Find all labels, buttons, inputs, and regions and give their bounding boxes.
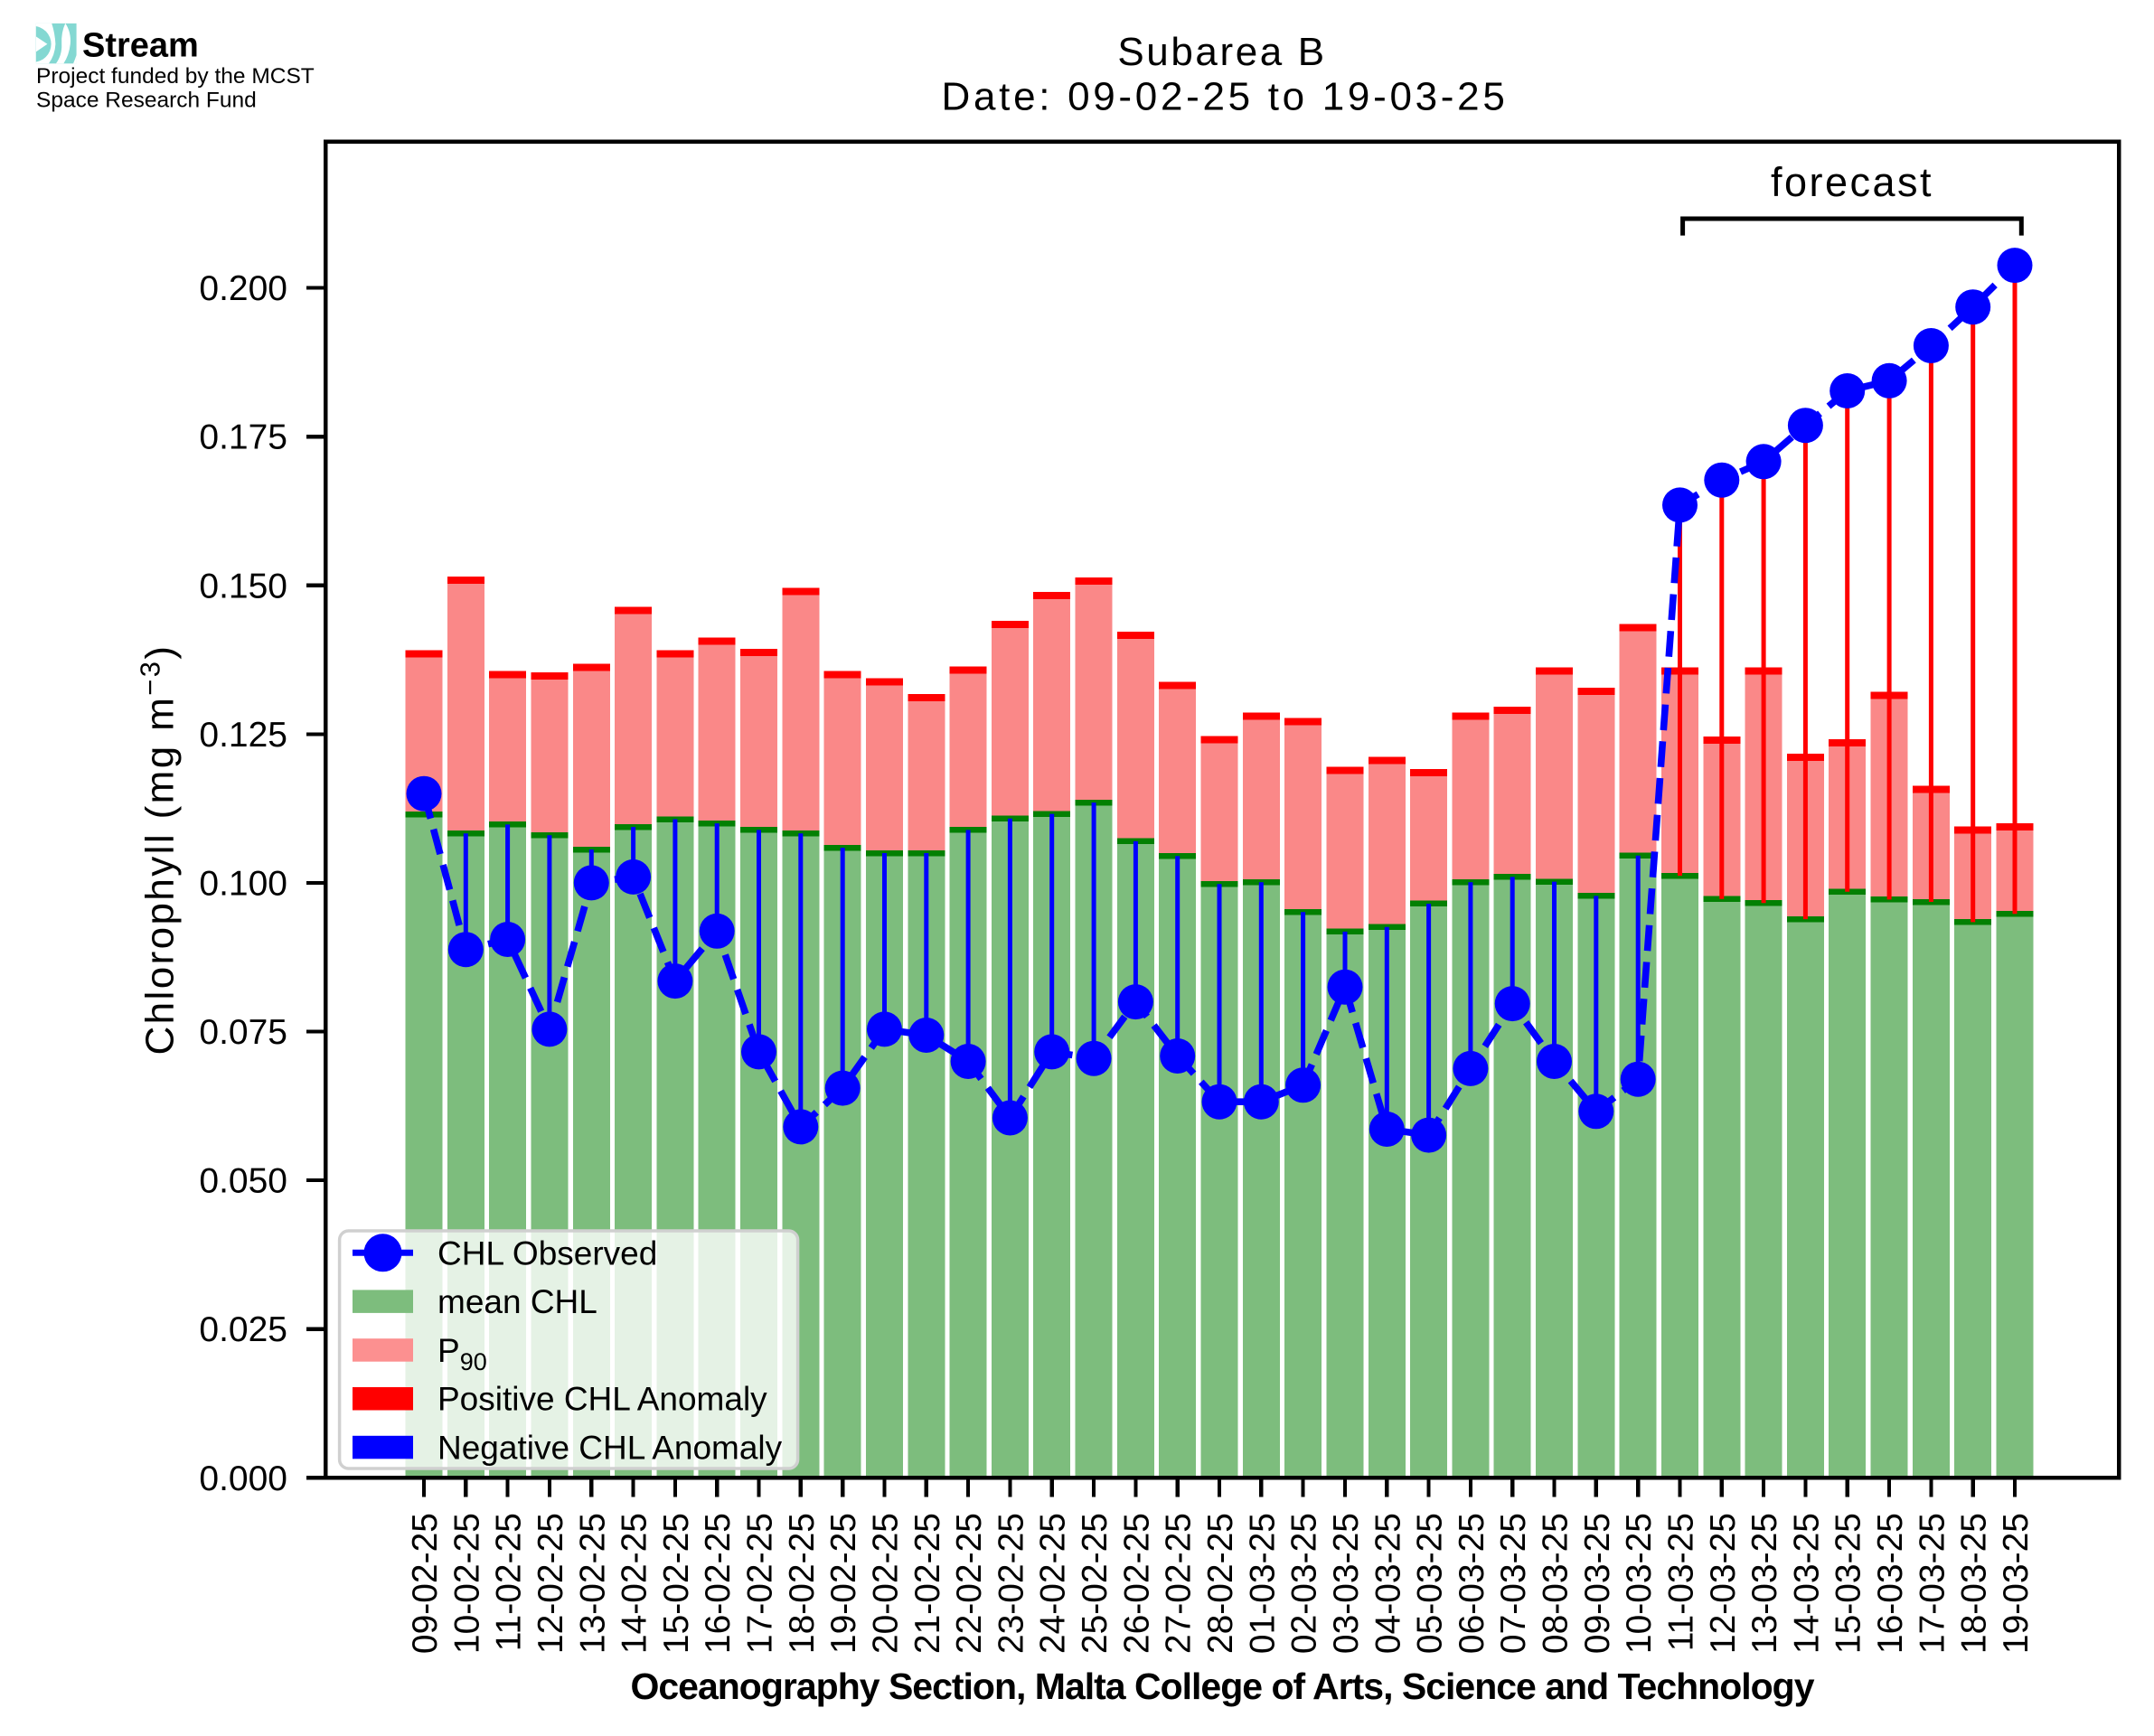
svg-text:03-03-25: 03-03-25 — [1327, 1513, 1366, 1654]
svg-text:19-03-25: 19-03-25 — [1997, 1513, 2036, 1654]
svg-text:02-03-25: 02-03-25 — [1285, 1513, 1324, 1654]
svg-text:09-02-25: 09-02-25 — [406, 1513, 445, 1654]
svg-text:01-03-25: 01-03-25 — [1243, 1513, 1282, 1654]
svg-text:24-02-25: 24-02-25 — [1034, 1513, 1073, 1654]
svg-text:0.025: 0.025 — [199, 1310, 287, 1349]
svg-text:0.075: 0.075 — [199, 1013, 287, 1052]
svg-text:18-02-25: 18-02-25 — [783, 1513, 822, 1654]
svg-text:Positive CHL Anomaly: Positive CHL Anomaly — [437, 1381, 767, 1418]
svg-text:14-02-25: 14-02-25 — [616, 1513, 654, 1654]
svg-text:21-02-25: 21-02-25 — [908, 1513, 947, 1654]
svg-text:16-03-25: 16-03-25 — [1871, 1513, 1910, 1654]
svg-text:10-02-25: 10-02-25 — [447, 1513, 486, 1654]
svg-text:22-02-25: 22-02-25 — [950, 1513, 989, 1654]
svg-text:10-03-25: 10-03-25 — [1620, 1513, 1659, 1654]
svg-text:0.125: 0.125 — [199, 716, 287, 755]
svg-text:04-03-25: 04-03-25 — [1369, 1513, 1407, 1654]
svg-text:0.150: 0.150 — [199, 567, 287, 605]
svg-text:12-03-25: 12-03-25 — [1704, 1513, 1743, 1654]
svg-text:06-03-25: 06-03-25 — [1453, 1513, 1491, 1654]
svg-text:Subarea B: Subarea B — [1117, 30, 1326, 74]
svg-text:05-03-25: 05-03-25 — [1411, 1513, 1450, 1654]
svg-text:0.200: 0.200 — [199, 269, 287, 308]
svg-text:Stream: Stream — [82, 27, 199, 65]
svg-text:12-02-25: 12-02-25 — [531, 1513, 570, 1654]
svg-text:16-02-25: 16-02-25 — [699, 1513, 738, 1654]
svg-text:15-03-25: 15-03-25 — [1829, 1513, 1868, 1654]
svg-text:19-02-25: 19-02-25 — [824, 1513, 863, 1654]
svg-text:Date: 09-02-25 to 19-03-25: Date: 09-02-25 to 19-03-25 — [942, 75, 1509, 119]
svg-text:0.050: 0.050 — [199, 1162, 287, 1201]
svg-text:mean CHL: mean CHL — [437, 1283, 597, 1320]
svg-text:Oceanography Section, Malta Co: Oceanography Section, Malta College of A… — [630, 1666, 1814, 1707]
svg-text:20-02-25: 20-02-25 — [867, 1513, 906, 1654]
svg-text:Project funded by the MCST: Project funded by the MCST — [36, 64, 315, 89]
svg-text:23-02-25: 23-02-25 — [992, 1513, 1030, 1654]
svg-text:11-03-25: 11-03-25 — [1662, 1513, 1701, 1651]
svg-text:Space Research Fund: Space Research Fund — [36, 89, 257, 113]
svg-text:13-03-25: 13-03-25 — [1745, 1513, 1784, 1654]
svg-text:07-03-25: 07-03-25 — [1494, 1513, 1533, 1654]
svg-text:0.000: 0.000 — [199, 1459, 287, 1498]
svg-text:13-02-25: 13-02-25 — [573, 1513, 612, 1654]
svg-text:15-02-25: 15-02-25 — [657, 1513, 696, 1654]
svg-text:27-02-25: 27-02-25 — [1160, 1513, 1199, 1654]
svg-text:0.175: 0.175 — [199, 418, 287, 457]
svg-text:26-02-25: 26-02-25 — [1117, 1513, 1156, 1654]
svg-text:28-02-25: 28-02-25 — [1201, 1513, 1240, 1654]
svg-text:17-03-25: 17-03-25 — [1913, 1513, 1952, 1654]
svg-text:09-03-25: 09-03-25 — [1578, 1513, 1617, 1654]
svg-text:11-02-25: 11-02-25 — [490, 1513, 529, 1651]
svg-text:P90: P90 — [437, 1332, 487, 1375]
svg-text:17-02-25: 17-02-25 — [741, 1513, 780, 1654]
svg-text:18-03-25: 18-03-25 — [1955, 1513, 1994, 1654]
svg-text:14-03-25: 14-03-25 — [1787, 1513, 1826, 1654]
svg-text:0.100: 0.100 — [199, 864, 287, 903]
svg-text:Chlorophyll (mg m−3): Chlorophyll (mg m−3) — [135, 643, 183, 1055]
svg-text:forecast: forecast — [1771, 159, 1933, 205]
svg-text:Negative CHL Anomaly: Negative CHL Anomaly — [437, 1430, 783, 1467]
svg-text:25-02-25: 25-02-25 — [1076, 1513, 1115, 1654]
svg-text:CHL Observed: CHL Observed — [437, 1234, 657, 1272]
svg-text:08-03-25: 08-03-25 — [1537, 1513, 1576, 1654]
